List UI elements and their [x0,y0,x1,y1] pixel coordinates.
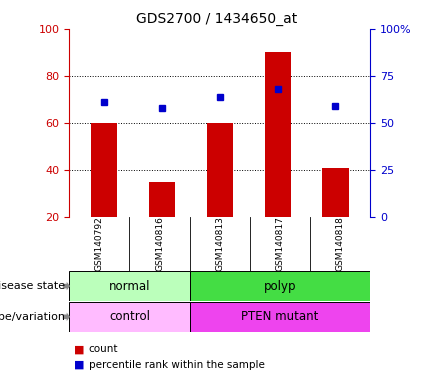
Text: GSM140813: GSM140813 [215,217,224,271]
Text: GDS2700 / 1434650_at: GDS2700 / 1434650_at [136,12,297,26]
Bar [91,123,117,217]
Text: GSM140816: GSM140816 [155,217,164,271]
Bar [265,52,291,217]
Text: GSM140792: GSM140792 [95,217,104,271]
Bar [207,123,233,217]
Text: disease state: disease state [0,281,65,291]
Text: control: control [109,310,150,323]
Text: percentile rank within the sample: percentile rank within the sample [89,360,265,370]
Text: count: count [89,344,118,354]
Bar [69,271,190,301]
Text: normal: normal [109,280,150,293]
Bar [149,182,175,217]
Text: ■: ■ [74,360,84,370]
Bar [323,167,349,217]
Text: ■: ■ [74,344,84,354]
Text: PTEN mutant: PTEN mutant [241,310,319,323]
Text: GSM140817: GSM140817 [275,217,284,271]
Bar [190,271,370,301]
Text: GSM140818: GSM140818 [336,217,345,271]
Bar [190,302,370,331]
Text: genotype/variation: genotype/variation [0,312,65,322]
Text: polyp: polyp [264,280,296,293]
Bar [69,302,190,331]
